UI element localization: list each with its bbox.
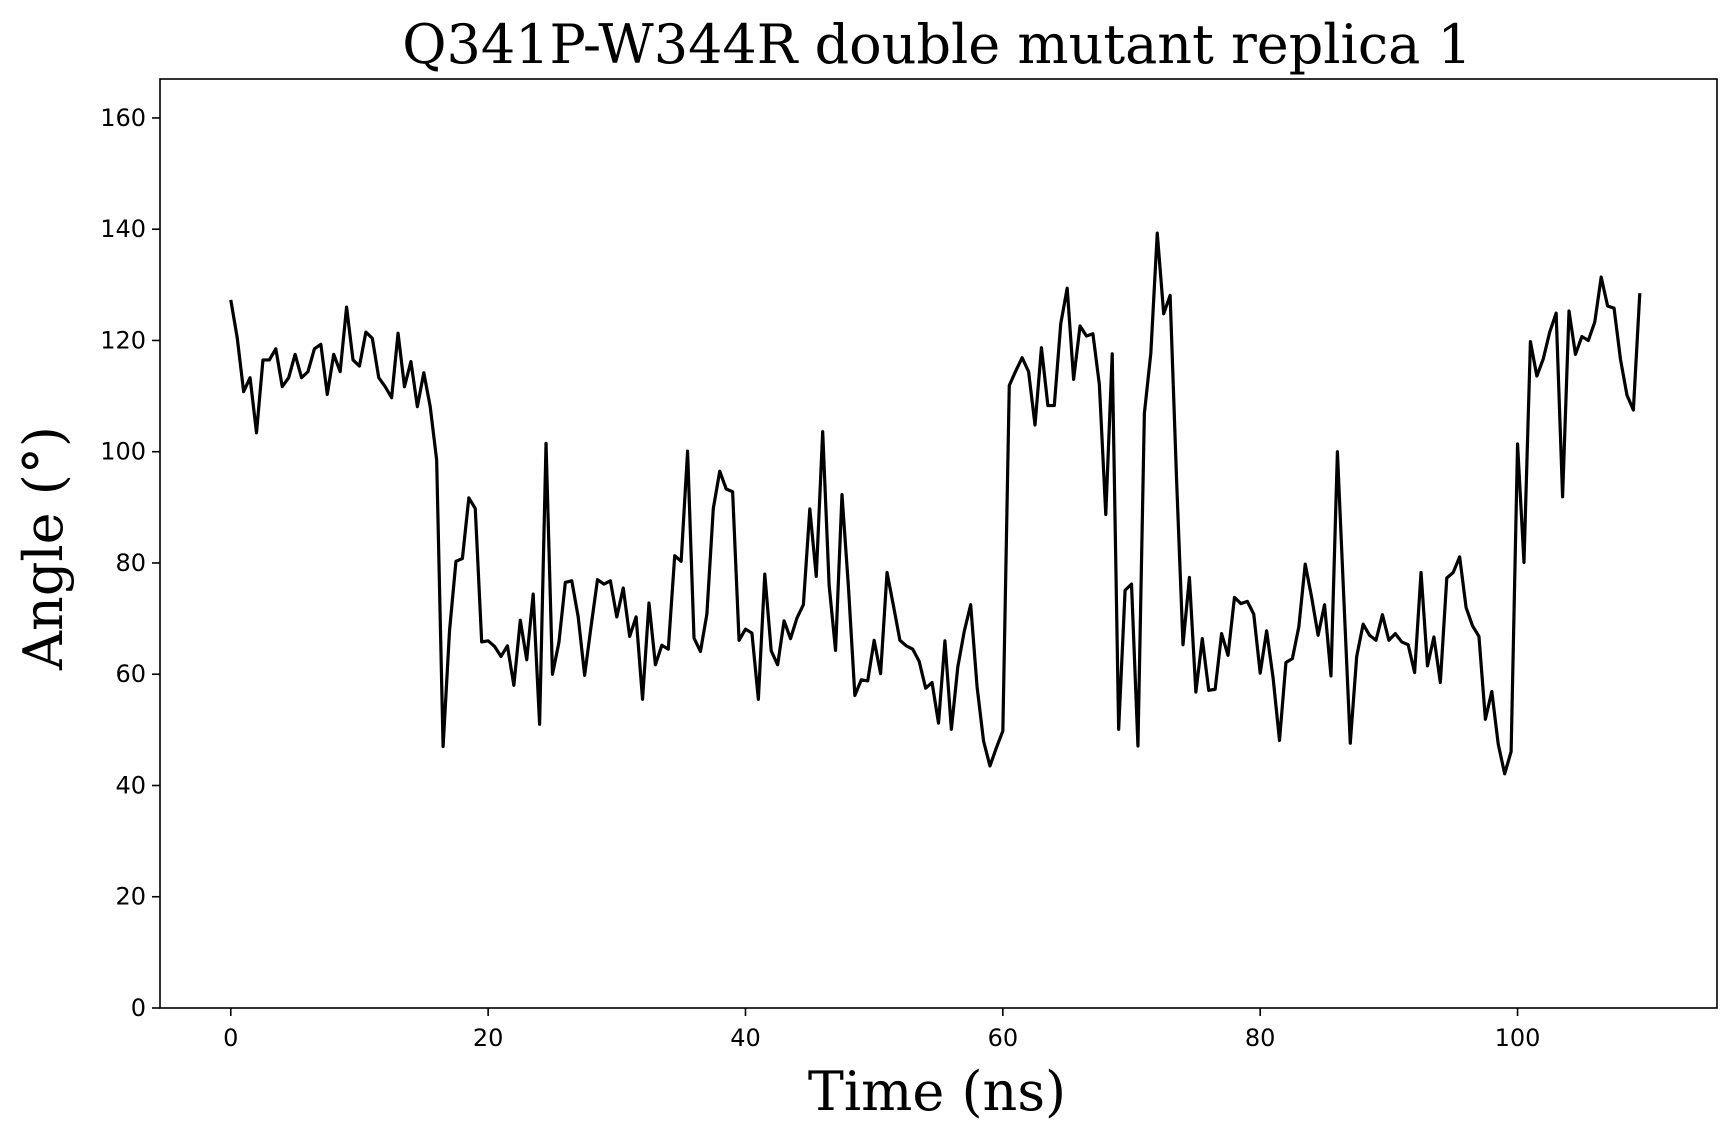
y-axis-label: Angle (°): [12, 426, 75, 671]
y-tick-label: 160: [100, 104, 146, 132]
x-axis-ticks: 0 20 40 60 80 100: [223, 1008, 1540, 1052]
y-tick-label: 60: [115, 660, 146, 688]
y-tick-label: 80: [115, 549, 146, 577]
plot-area-frame: [159, 78, 1718, 1009]
y-tick-label: 140: [100, 215, 146, 243]
y-tick-label: 40: [115, 771, 146, 799]
angle-series-line: [229, 231, 1642, 776]
y-tick-label: 100: [100, 438, 146, 466]
chart-title: Q341P-W344R double mutant replica 1: [402, 13, 1472, 76]
y-tick-label: 0: [131, 994, 146, 1022]
y-axis-ticks: 0 20 40 60 80 100 120 140 160: [100, 104, 160, 1022]
x-tick-label: 100: [1495, 1024, 1541, 1052]
y-tick-label: 120: [100, 326, 146, 354]
y-tick-label: 20: [115, 883, 146, 911]
x-tick-label: 20: [473, 1024, 504, 1052]
x-tick-label: 0: [223, 1024, 238, 1052]
x-tick-label: 60: [988, 1024, 1019, 1052]
x-tick-label: 80: [1245, 1024, 1276, 1052]
x-axis-label: Time (ns): [808, 1060, 1066, 1123]
x-tick-label: 40: [730, 1024, 761, 1052]
